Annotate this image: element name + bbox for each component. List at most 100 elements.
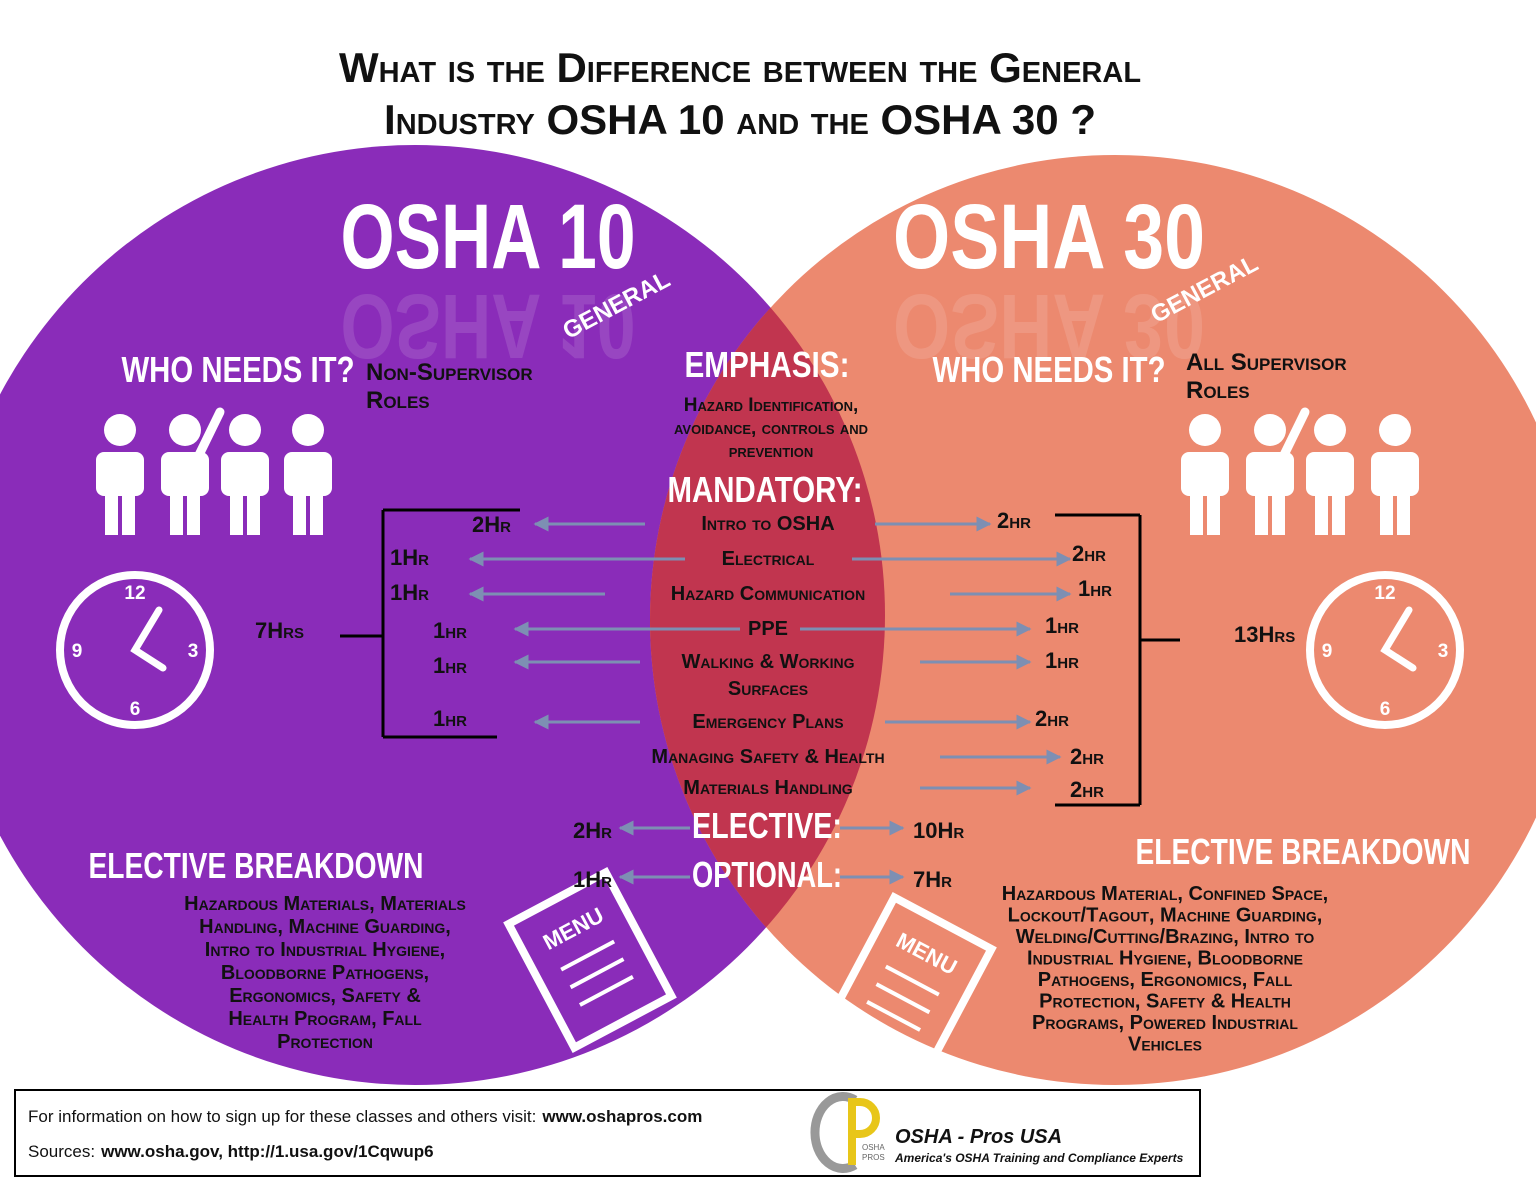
raised-arm [194,407,225,460]
logo-text: PROS [862,1153,885,1162]
person-body [1181,452,1229,496]
logo-p [848,1098,880,1165]
menu-line [884,964,940,997]
person-leg [310,490,323,535]
emphasis-text: prevention [729,441,814,462]
optional-osha30: 7Hr [913,867,952,892]
topic: Hazard Communication [671,583,865,605]
menu-line [569,957,625,990]
person-head [1379,414,1411,446]
osha30-hours: 2hr [997,508,1031,533]
elective-osha10: 2Hr [573,818,612,843]
menu-line [875,982,931,1015]
who-text: Roles [1186,377,1250,404]
person-leg [1380,490,1393,535]
clock-face [1306,571,1464,729]
elective-text: Intro to Industrial Hygiene, [205,939,445,961]
who-label: WHO NEEDS IT? [933,349,1166,390]
person-leg [1397,490,1410,535]
footer-box [14,1089,1201,1177]
osha30-hours: 1hr [1078,576,1112,601]
person-body [1371,452,1419,496]
info-link: www.oshapros.com [541,1107,702,1126]
clock-number: 3 [188,641,199,662]
person-head [229,414,261,446]
clock-number: 6 [130,699,141,720]
clock-number: 3 [1438,641,1449,662]
osha30-hours: 2hr [1070,777,1104,802]
topic: Intro to OSHA [701,513,834,535]
person-leg [122,490,135,535]
person-body [221,452,269,496]
heading: OSHA 10 [341,186,636,288]
person-body [284,452,332,496]
clock-number: 12 [124,583,145,604]
person-body [161,452,209,496]
person-head [1189,414,1221,446]
elective-text: Programs, Powered Industrial [1032,1012,1298,1034]
person-leg [170,490,183,535]
person-body [1246,452,1294,496]
title-line: Industry OSHA 10 and the OSHA 30 ? [384,96,1096,143]
person-leg [1332,490,1345,535]
osha30-hours: 2hr [1070,744,1104,769]
person-leg [1190,490,1203,535]
logo-text: OSHA [862,1143,885,1152]
raised-arm [1279,407,1310,460]
menu-card [503,866,677,1054]
person-leg [1315,490,1328,535]
clock-number: 9 [1322,641,1333,662]
topic: Electrical [722,548,815,570]
tagline: America's OSHA Training and Compliance E… [894,1151,1184,1165]
elective-text: Protection, Safety & Health [1039,991,1291,1013]
clock-hands [1380,606,1417,672]
osha30-hours: 1hr [1045,613,1079,638]
osha10-hours: 1hr [433,706,467,731]
elective-text: Protection [277,1031,373,1053]
elective-text: Health Program, Fall [228,1008,422,1030]
clock-hands [130,606,167,672]
mandatory-label: MANDATORY: [668,469,863,510]
emphasis-label: EMPHASIS: [685,344,850,385]
osha10-hours: 1hr [433,618,467,643]
sources-label: Sources: [28,1142,95,1161]
person-leg [247,490,260,535]
menu-card [823,891,997,1079]
osha30-circle [650,155,1536,1085]
osha30-hours: 2hr [1072,541,1106,566]
elective-text: Hazardous Materials, Materials [184,893,466,915]
info-text: For information on how to sign up for th… [28,1107,536,1126]
osha10-hours: 1Hr [390,580,429,605]
elective-heading: ELECTIVE BREAKDOWN [1136,831,1471,872]
person-body [1306,452,1354,496]
person-leg [293,490,306,535]
who-text: Non-Supervisor [366,359,533,386]
person-body [96,452,144,496]
total-hours: 7Hrs [255,618,304,643]
clock-number: 9 [72,641,83,662]
person-head [1314,414,1346,446]
person-leg [1272,490,1285,535]
footer-sources: Sources: www.osha.gov, http://1.usa.gov/1… [28,1142,434,1161]
clock-number: 12 [1374,583,1395,604]
osha10-hours: 1hr [433,653,467,678]
menu-line [866,1000,921,1032]
topic: Surfaces [728,678,808,700]
clock-face [56,571,214,729]
footer-info: For information on how to sign up for th… [28,1107,702,1126]
emphasis-text: Hazard Identification, [684,395,858,416]
topic: PPE [748,618,788,640]
person-leg [1207,490,1220,535]
person-head [1254,414,1286,446]
who-label: WHO NEEDS IT? [122,349,355,390]
sources-text: www.osha.gov, http://1.usa.gov/1Cqwup6 [100,1142,433,1161]
emphasis-text: avoidance, controls and [674,418,868,439]
person-head [104,414,136,446]
person-leg [187,490,200,535]
title-line: What is the Difference between the Gener… [339,44,1141,91]
brand: OSHA - Pros USA [895,1126,1062,1148]
osha30-hours: 2hr [1035,706,1069,731]
osha10-hours: 1Hr [390,545,429,570]
menu-line [560,939,616,972]
